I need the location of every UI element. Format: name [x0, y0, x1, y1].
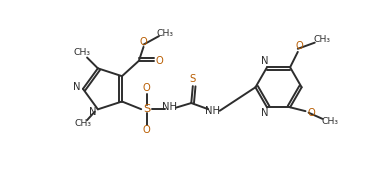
Text: N: N	[261, 108, 268, 118]
Text: S: S	[190, 74, 196, 84]
Text: CH₃: CH₃	[314, 35, 331, 44]
Text: O: O	[295, 41, 303, 51]
Text: S: S	[143, 104, 150, 114]
Text: CH₃: CH₃	[157, 29, 174, 37]
Text: N: N	[261, 56, 268, 66]
Text: O: O	[143, 83, 151, 93]
Text: O: O	[140, 37, 147, 47]
Text: NH: NH	[205, 106, 220, 116]
Text: O: O	[156, 56, 164, 66]
Text: CH₃: CH₃	[75, 119, 92, 128]
Text: O: O	[307, 108, 315, 118]
Text: CH₃: CH₃	[321, 117, 339, 126]
Text: NH: NH	[162, 102, 177, 112]
Text: O: O	[143, 125, 151, 135]
Text: CH₃: CH₃	[74, 48, 91, 58]
Text: N: N	[73, 82, 80, 92]
Text: N: N	[89, 107, 96, 117]
